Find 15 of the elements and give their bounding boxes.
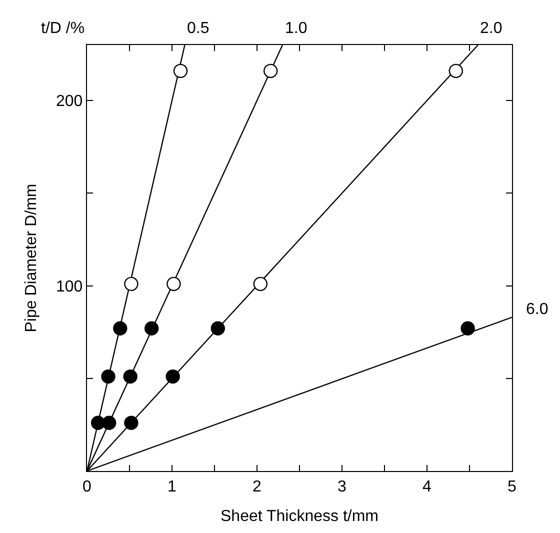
x-axis-title: Sheet Thickness t/mm [220,508,378,525]
x-tick-label: 4 [422,478,432,496]
x-tick-label: 0 [82,478,92,496]
y-axis-title: Pipe Diameter D/mm [22,184,40,332]
x-tick-label: 5 [508,478,517,496]
x-tick-label: 3 [338,478,347,496]
series-label: 1.0 [285,20,308,37]
series-label: 6.0 [526,301,548,318]
x-tick-label: 2 [252,478,262,496]
series-label: 2.0 [480,20,502,37]
x-tick-label: 1 [168,478,177,496]
series-label: 0.5 [187,20,210,37]
text: t/D /% [41,20,85,37]
y-tick-label: 100 [56,278,83,296]
y-tick-label: 200 [56,93,83,110]
